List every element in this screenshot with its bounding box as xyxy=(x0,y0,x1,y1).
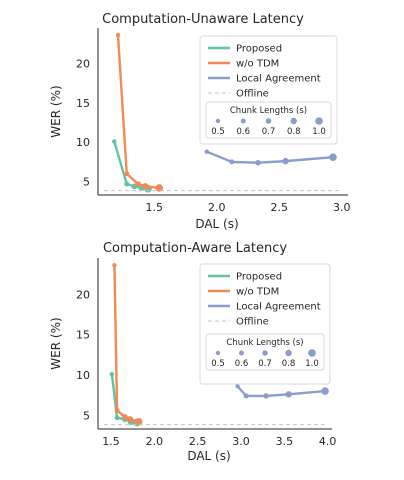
x-tick-label: 2.0 xyxy=(146,435,164,448)
chunk-size-label: 1.0 xyxy=(305,359,319,369)
chunk-size-label: 0.8 xyxy=(282,359,296,369)
series-point-proposed xyxy=(114,415,120,421)
series-point-local-agreement xyxy=(243,393,249,399)
chunk-size-label: 0.5 xyxy=(211,127,225,137)
chunk-size-marker xyxy=(315,117,323,125)
y-tick-label: 20 xyxy=(76,288,90,301)
chunk-size-marker xyxy=(265,118,272,124)
series-point-local-agreement xyxy=(229,159,235,165)
chunk-legend-title: Chunk Lengths (s) xyxy=(226,338,303,348)
series-line-local-agreement xyxy=(236,385,326,398)
series-point-proposed xyxy=(124,181,130,187)
y-axis-label: WER (%) xyxy=(49,317,63,369)
y-axis-label: WER (%) xyxy=(49,85,63,137)
chart-title: Computation-Aware Latency xyxy=(103,241,287,256)
series-point-w-o-tdm xyxy=(115,32,121,38)
chunk-size-marker xyxy=(285,349,292,357)
chart-title: Computation-Unaware Latency xyxy=(102,12,304,27)
chunk-size-label: 0.6 xyxy=(236,127,250,137)
chunk-size-label: 0.6 xyxy=(235,359,249,369)
x-tick-label: 4.0 xyxy=(319,435,337,448)
legend-label-w-o-tdm: w/o TDM xyxy=(236,287,279,298)
series-point-local-agreement xyxy=(255,159,261,166)
series-line-w-o-tdm xyxy=(116,35,160,190)
chunk-size-marker xyxy=(239,350,244,356)
series-point-proposed xyxy=(109,371,115,377)
chunk-size-label: 0.5 xyxy=(211,359,225,369)
chunk-legend-title: Chunk Lengths (s) xyxy=(230,106,307,116)
series-point-local-agreement xyxy=(282,157,289,165)
chunk-size-label: 0.7 xyxy=(258,359,272,369)
chunk-size-label: 0.8 xyxy=(287,127,301,137)
series-point-w-o-tdm xyxy=(155,184,164,192)
x-axis-label: DAL (s) xyxy=(195,217,238,231)
y-tick-label: 5 xyxy=(83,409,90,422)
y-tick-label: 15 xyxy=(76,97,90,110)
series-point-w-o-tdm xyxy=(135,181,141,187)
x-tick-label: 2.0 xyxy=(208,201,226,214)
y-tick-label: 10 xyxy=(76,369,90,382)
series-point-w-o-tdm xyxy=(126,416,134,423)
chunk-size-marker xyxy=(290,117,297,125)
chart-panel-2: Computation-Aware Latency DAL (s) WER (%) 1… xyxy=(49,241,336,463)
legend-label-offline: Offline xyxy=(236,89,269,100)
chunk-size-marker xyxy=(262,350,268,356)
chunk-size-marker xyxy=(215,350,221,356)
legend-label-local-agreement: Local Agreement xyxy=(236,302,321,313)
legend-label-local-agreement: Local Agreement xyxy=(236,74,321,85)
y-tick-label: 15 xyxy=(76,329,90,342)
chunk-size-marker xyxy=(240,118,246,124)
series-line-local-agreement xyxy=(206,150,334,164)
y-tick-label: 10 xyxy=(76,136,90,149)
series-point-local-agreement xyxy=(321,387,329,395)
series-point-local-agreement xyxy=(204,149,209,154)
series-line-w-o-tdm xyxy=(113,265,140,423)
chunk-size-label: 0.7 xyxy=(262,127,276,137)
y-tick-label: 20 xyxy=(76,57,90,70)
series-point-local-agreement xyxy=(263,393,269,399)
legend-label-offline: Offline xyxy=(236,317,269,328)
x-tick-label: 3.0 xyxy=(333,201,351,214)
x-tick-label: 3.5 xyxy=(276,435,294,448)
chunk-size-marker xyxy=(308,349,316,357)
series-point-w-o-tdm xyxy=(114,407,120,413)
legend-label-proposed: Proposed xyxy=(236,44,282,55)
series-point-local-agreement xyxy=(285,391,292,398)
series-point-w-o-tdm xyxy=(124,171,130,177)
series-point-w-o-tdm xyxy=(134,417,143,426)
legend-label-w-o-tdm: w/o TDM xyxy=(236,59,279,70)
x-tick-label: 1.5 xyxy=(146,201,164,214)
chunk-size-marker xyxy=(215,118,221,124)
series-point-proposed xyxy=(112,139,117,144)
series-point-w-o-tdm xyxy=(142,183,149,190)
series-point-w-o-tdm xyxy=(122,414,128,420)
series-point-local-agreement xyxy=(329,153,337,161)
x-axis-label: DAL (s) xyxy=(187,449,230,463)
x-tick-label: 2.5 xyxy=(271,201,289,214)
chunk-size-label: 1.0 xyxy=(312,127,326,137)
series-line-proposed xyxy=(113,141,149,190)
x-tick-label: 3.0 xyxy=(232,435,250,448)
x-tick-label: 2.5 xyxy=(189,435,207,448)
y-tick-label: 5 xyxy=(83,176,90,189)
series-point-local-agreement xyxy=(235,384,240,389)
series-point-w-o-tdm xyxy=(112,263,117,268)
chart-panel-1: Computation-Unaware Latency DAL (s) WER (%… xyxy=(49,12,351,231)
legend-label-proposed: Proposed xyxy=(236,272,282,283)
x-tick-label: 1.5 xyxy=(102,435,120,448)
